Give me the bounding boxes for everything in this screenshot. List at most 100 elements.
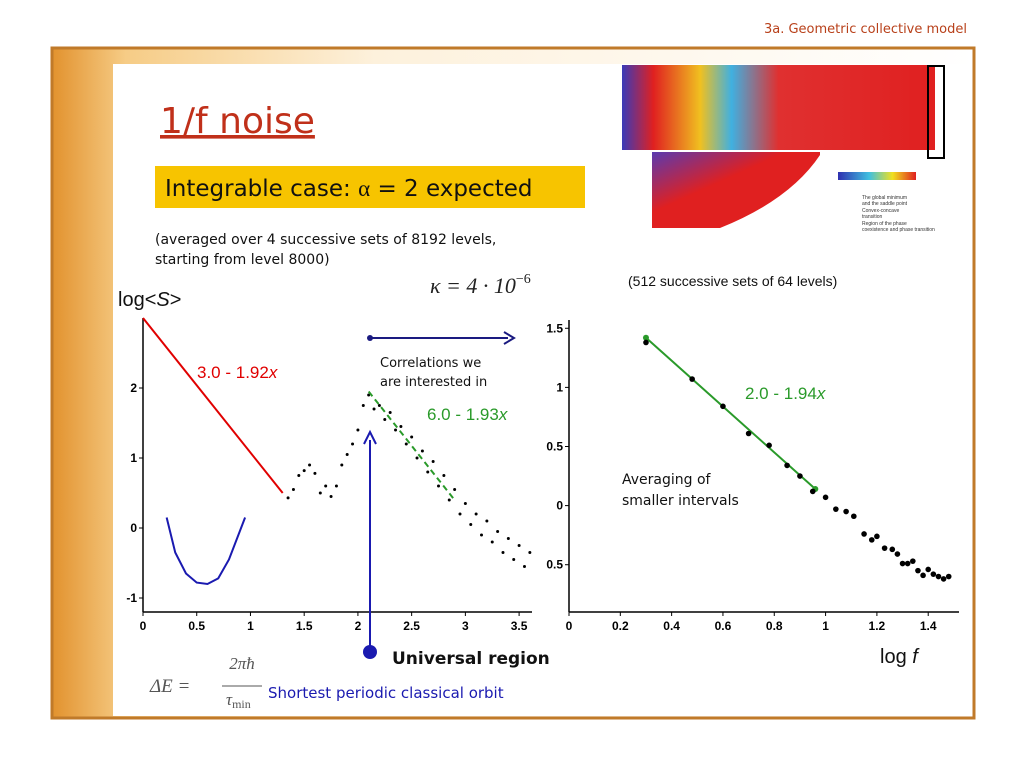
point xyxy=(351,442,355,446)
y-axis-label: log<S> xyxy=(118,289,181,311)
point xyxy=(479,533,483,537)
y-tick-label: 0.5 xyxy=(546,439,563,453)
x-tick-label: 1.2 xyxy=(869,619,886,633)
legend-6: coexistence and phase transition xyxy=(862,227,935,233)
point xyxy=(797,473,803,479)
point xyxy=(399,425,403,428)
point xyxy=(490,540,494,544)
legend-2: and the saddle point xyxy=(862,201,908,207)
delta-e-num: 2πħ xyxy=(229,654,255,673)
point xyxy=(784,462,790,469)
point xyxy=(372,407,376,411)
kappa: κ = 4 · 10−6 xyxy=(430,272,531,298)
point xyxy=(474,512,478,516)
point xyxy=(453,488,457,491)
point xyxy=(356,428,360,432)
point xyxy=(920,572,926,579)
delta-e-sub: min xyxy=(232,697,251,711)
x-tick-label: 3.5 xyxy=(511,619,528,633)
y-tick-label: 0 xyxy=(556,499,563,513)
point xyxy=(345,453,349,456)
point xyxy=(329,495,333,498)
range-arrow-dot xyxy=(367,335,373,341)
heatmap-white xyxy=(720,155,820,228)
legend-1: The global minimum xyxy=(862,195,907,201)
plot-background xyxy=(540,318,964,616)
fit-label-text: 3.0 - 1.92 xyxy=(197,363,269,382)
color-scale xyxy=(838,172,916,180)
point xyxy=(388,411,392,414)
x-label-pre: log xyxy=(880,646,912,668)
averaging-1: Averaging of xyxy=(622,472,712,488)
fit-label: 3.0 - 1.92x xyxy=(197,363,278,382)
point xyxy=(889,546,896,553)
point xyxy=(458,512,462,516)
x-tick-label: 1.5 xyxy=(296,619,313,633)
point xyxy=(334,484,338,488)
note-left-1: (averaged over 4 successive sets of 8192… xyxy=(155,232,496,248)
x-tick-label: 0.6 xyxy=(715,619,732,633)
point xyxy=(463,502,467,505)
point xyxy=(308,463,312,467)
point xyxy=(313,471,317,475)
fit-label-var: x xyxy=(816,384,826,403)
x-tick-label: 2 xyxy=(355,619,362,633)
kappa-base: κ = 4 · 10 xyxy=(430,273,516,298)
note-left-2: starting from level 8000) xyxy=(155,252,330,268)
x-tick-label: 0.4 xyxy=(663,619,680,633)
point xyxy=(861,531,867,537)
point xyxy=(291,488,295,491)
point xyxy=(915,567,921,574)
point xyxy=(940,576,947,582)
point xyxy=(930,571,937,577)
point xyxy=(822,494,829,501)
fit-label-var: x xyxy=(268,363,278,382)
y-tick-label: 0.5 xyxy=(546,558,563,572)
x-tick-label: 3 xyxy=(462,619,469,633)
y-tick-label: 2 xyxy=(130,381,137,395)
point xyxy=(318,491,322,495)
point xyxy=(904,560,911,567)
x-tick-label: 0 xyxy=(140,619,147,633)
y-tick-label: 1.5 xyxy=(546,321,563,335)
point xyxy=(899,560,906,567)
y-tick-label: 1 xyxy=(556,380,563,394)
point xyxy=(874,533,880,540)
fit-label: 6.0 - 1.93x xyxy=(427,405,508,424)
point xyxy=(522,565,526,568)
correlations-1: Correlations we xyxy=(380,356,481,371)
point xyxy=(843,508,849,515)
point xyxy=(324,484,328,488)
highlight-box xyxy=(155,166,585,208)
point xyxy=(945,573,952,580)
delta-e-tau: τ xyxy=(226,690,233,709)
universal: Universal region xyxy=(392,649,550,669)
point xyxy=(297,474,301,477)
point xyxy=(766,442,772,449)
point xyxy=(420,449,424,453)
point xyxy=(302,469,306,473)
point xyxy=(851,513,857,520)
highlight-frame xyxy=(927,65,945,159)
point xyxy=(528,551,532,554)
point xyxy=(745,430,752,437)
kappa-exp: −6 xyxy=(516,272,531,287)
point xyxy=(689,376,695,382)
point xyxy=(447,498,451,502)
x-tick-label: 1 xyxy=(822,619,829,633)
highlight-text: Integrable case: xyxy=(165,176,358,202)
point xyxy=(469,523,473,526)
y-label-var: S xyxy=(156,289,170,311)
delta-e-den: τmin xyxy=(226,690,251,711)
point xyxy=(881,545,888,551)
point xyxy=(506,537,510,540)
point xyxy=(935,573,942,580)
x-tick-label: 2.5 xyxy=(403,619,420,633)
point xyxy=(496,530,500,533)
delta-e: ΔE = 2πħ τmin xyxy=(149,654,262,711)
point xyxy=(431,460,435,463)
x-tick-label: 0.8 xyxy=(766,619,783,633)
y-tick-label: 0 xyxy=(130,521,137,535)
